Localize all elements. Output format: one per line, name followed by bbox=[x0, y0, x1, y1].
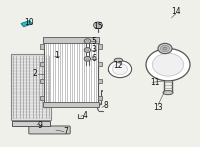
Circle shape bbox=[86, 49, 89, 51]
Circle shape bbox=[152, 53, 184, 76]
Text: 14: 14 bbox=[171, 7, 181, 16]
Bar bbox=[98, 79, 102, 83]
Circle shape bbox=[108, 61, 132, 78]
Text: 9: 9 bbox=[38, 121, 42, 130]
Circle shape bbox=[96, 24, 100, 27]
Text: 10: 10 bbox=[24, 18, 34, 27]
Circle shape bbox=[84, 39, 91, 44]
Circle shape bbox=[84, 56, 91, 61]
Bar bbox=[43, 102, 99, 107]
Circle shape bbox=[161, 45, 169, 52]
Circle shape bbox=[146, 49, 190, 81]
Bar bbox=[43, 37, 99, 43]
Text: 6: 6 bbox=[92, 54, 96, 63]
Text: 2: 2 bbox=[33, 69, 37, 78]
FancyBboxPatch shape bbox=[29, 126, 70, 134]
Text: 13: 13 bbox=[153, 103, 163, 112]
Bar bbox=[40, 79, 44, 83]
Circle shape bbox=[86, 58, 89, 60]
Bar bbox=[98, 96, 102, 100]
Bar bbox=[44, 38, 98, 106]
Bar bbox=[11, 54, 51, 120]
Bar bbox=[40, 96, 44, 100]
Circle shape bbox=[86, 40, 89, 42]
Text: 7: 7 bbox=[64, 127, 68, 136]
Bar bbox=[98, 44, 102, 49]
Bar bbox=[40, 44, 44, 49]
Text: 15: 15 bbox=[93, 22, 103, 31]
Text: 4: 4 bbox=[83, 111, 87, 120]
Circle shape bbox=[94, 22, 102, 29]
Text: 12: 12 bbox=[113, 61, 123, 70]
Text: 8: 8 bbox=[104, 101, 108, 110]
Ellipse shape bbox=[163, 91, 173, 95]
Bar bbox=[98, 62, 102, 66]
Text: 1: 1 bbox=[55, 51, 59, 60]
Polygon shape bbox=[21, 21, 32, 27]
Text: 11: 11 bbox=[150, 78, 160, 87]
Text: 3: 3 bbox=[92, 45, 96, 55]
Circle shape bbox=[112, 64, 128, 75]
Bar bbox=[40, 62, 44, 66]
Circle shape bbox=[158, 43, 172, 54]
Ellipse shape bbox=[114, 58, 123, 62]
Circle shape bbox=[84, 48, 91, 52]
Circle shape bbox=[163, 47, 167, 50]
Bar bbox=[12, 121, 50, 126]
Text: 5: 5 bbox=[92, 37, 96, 46]
